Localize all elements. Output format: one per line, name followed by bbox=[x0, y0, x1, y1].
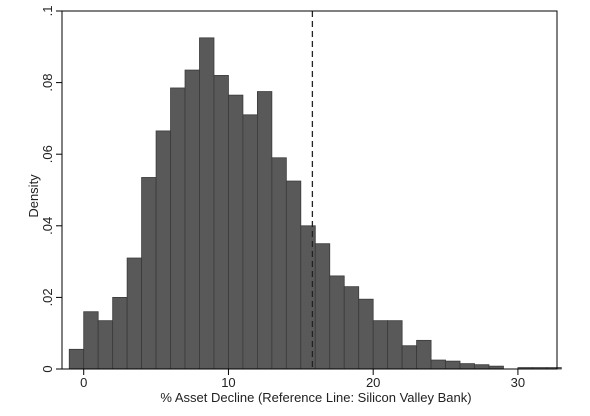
histogram-bar bbox=[68, 348, 85, 370]
histogram-bar bbox=[83, 311, 99, 370]
histogram-bar bbox=[314, 243, 331, 370]
histogram-bar bbox=[97, 320, 114, 370]
x-axis-ticks: 0 10 20 30 bbox=[80, 369, 525, 390]
y-tick-label: .04 bbox=[40, 217, 55, 235]
x-axis-label: % Asset Decline (Reference Line: Silicon… bbox=[160, 390, 471, 405]
histogram-bar bbox=[184, 69, 200, 370]
y-axis-ticks: 0 .02 .04 .06 .08 .1 bbox=[40, 6, 62, 373]
histogram-bar bbox=[329, 275, 345, 370]
histogram-bar bbox=[430, 359, 446, 370]
histogram-bar bbox=[256, 91, 273, 370]
y-tick-label: 0 bbox=[40, 365, 55, 372]
histogram-bar bbox=[126, 257, 142, 370]
histogram-bar bbox=[155, 130, 171, 370]
x-tick-label: 30 bbox=[511, 375, 525, 390]
histogram-bar bbox=[228, 94, 244, 370]
histogram-bar bbox=[401, 345, 418, 370]
histogram-bar bbox=[416, 339, 432, 370]
histogram-bar bbox=[343, 286, 360, 370]
histogram-bar bbox=[285, 180, 302, 370]
histogram-bar bbox=[213, 75, 229, 370]
histogram-bar bbox=[141, 177, 157, 370]
y-tick-label: .1 bbox=[40, 6, 55, 17]
histogram-bar bbox=[445, 360, 461, 370]
x-tick-label: 0 bbox=[80, 375, 87, 390]
histogram-bar bbox=[300, 225, 316, 370]
histogram-bar bbox=[387, 320, 403, 370]
y-tick-label: .02 bbox=[40, 288, 55, 306]
plot-frame bbox=[61, 10, 558, 370]
histogram-bar bbox=[459, 363, 475, 370]
y-tick-label: .06 bbox=[40, 145, 55, 163]
histogram-bars bbox=[68, 37, 562, 370]
y-tick-label: .08 bbox=[40, 74, 55, 92]
histogram-bar bbox=[271, 157, 287, 370]
histogram-bar bbox=[112, 296, 128, 370]
x-tick-label: 10 bbox=[221, 375, 235, 390]
y-axis-label: Density bbox=[26, 174, 41, 218]
histogram-bar bbox=[242, 114, 258, 370]
histogram-bar bbox=[358, 298, 374, 370]
histogram-bar bbox=[199, 37, 215, 370]
x-tick-label: 20 bbox=[366, 375, 380, 390]
histogram-bar bbox=[474, 364, 490, 370]
histogram-bar bbox=[372, 320, 389, 370]
histogram-bar bbox=[170, 87, 186, 370]
